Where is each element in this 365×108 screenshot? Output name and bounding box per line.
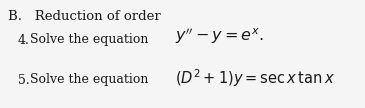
Text: Solve the equation: Solve the equation [30,74,149,87]
Text: 5.: 5. [18,74,30,87]
Text: Solve the equation: Solve the equation [30,33,149,47]
Text: B.   Reduction of order: B. Reduction of order [8,10,161,23]
Text: 4.: 4. [18,33,30,47]
Text: $y'' - y = e^x.$: $y'' - y = e^x.$ [175,26,264,46]
Text: $(D^2 + 1)y = {\rm sec}\, x\, {\rm tan}\, x$: $(D^2 + 1)y = {\rm sec}\, x\, {\rm tan}\… [175,67,335,89]
